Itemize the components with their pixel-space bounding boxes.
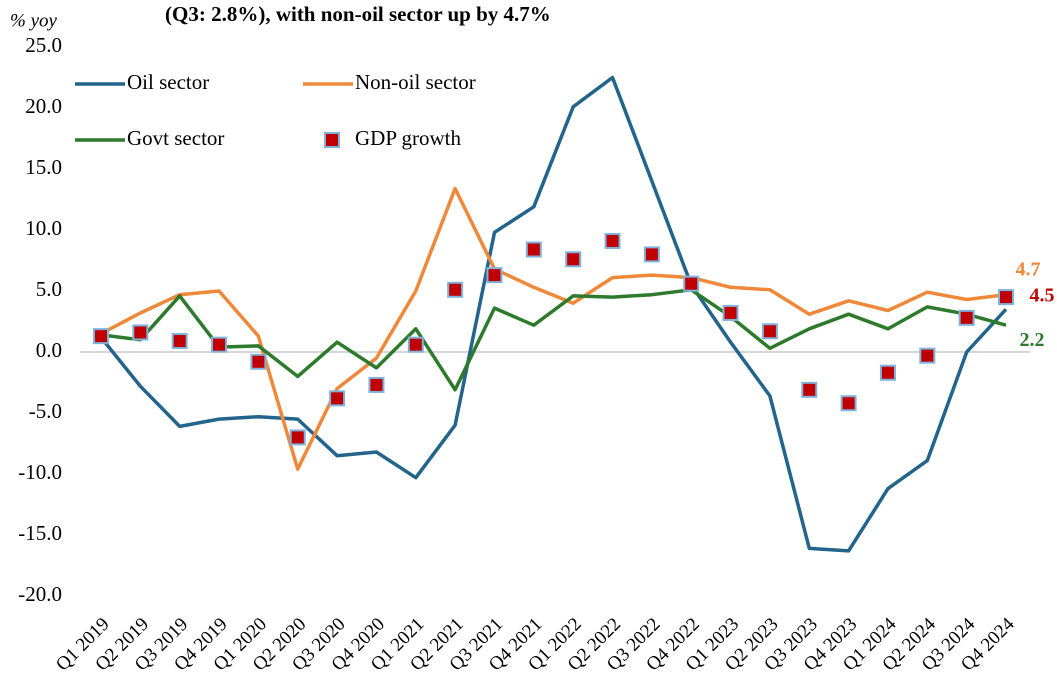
end-label: 2.2 xyxy=(1020,329,1045,351)
gdp-marker xyxy=(447,281,464,298)
gdp-marker xyxy=(761,323,778,340)
gdp-marker xyxy=(171,333,188,350)
gdp-marker xyxy=(93,328,109,345)
gdp-marker xyxy=(211,336,228,353)
legend-swatch xyxy=(324,132,340,148)
gdp-marker xyxy=(919,347,936,364)
y-tick-label: -15.0 xyxy=(18,521,62,545)
end-label: 4.5 xyxy=(1030,285,1055,307)
y-tick-label: -20.0 xyxy=(18,582,62,606)
gdp-marker xyxy=(683,275,700,292)
y-tick-label: 15.0 xyxy=(25,155,62,179)
legend-label: GDP growth xyxy=(355,126,461,150)
gdp-marker xyxy=(643,246,660,263)
gdp-marker xyxy=(722,304,739,321)
y-tick-label: -5.0 xyxy=(29,399,62,423)
gdp-marker xyxy=(525,241,542,258)
gdp-marker xyxy=(998,289,1014,306)
legend-label: Govt sector xyxy=(127,126,224,150)
gdp-marker xyxy=(289,429,306,446)
legend-label: Non-oil sector xyxy=(355,70,476,94)
gdp-marker xyxy=(250,353,267,370)
y-tick-label: 20.0 xyxy=(25,94,62,118)
gdp-marker xyxy=(801,381,818,398)
gdp-marker xyxy=(958,309,975,326)
gdp-marker xyxy=(604,232,621,249)
gdp-marker xyxy=(840,395,857,412)
y-tick-label: 25.0 xyxy=(25,33,62,57)
end-label: 4.7 xyxy=(1016,258,1041,280)
gdp-marker xyxy=(879,364,896,381)
y-tick-label: 10.0 xyxy=(25,216,62,240)
gdp-marker xyxy=(329,390,346,407)
y-tick-label: 0.0 xyxy=(36,338,62,362)
chart-title: (Q3: 2.8%), with non-oil sector up by 4.… xyxy=(165,2,551,26)
line-series xyxy=(100,288,1007,392)
gdp-marker xyxy=(368,376,385,393)
line-series xyxy=(100,186,1007,471)
legend-label: Oil sector xyxy=(127,70,209,94)
y-tick-label: 5.0 xyxy=(36,277,62,301)
gdp-marker xyxy=(565,251,582,268)
line-series xyxy=(99,75,1008,553)
gdp-marker xyxy=(486,267,503,284)
gdp-marker xyxy=(132,324,149,341)
gdp-marker xyxy=(407,336,424,353)
y-axis-label: % yoy xyxy=(10,10,58,31)
y-tick-label: -10.0 xyxy=(18,460,62,484)
